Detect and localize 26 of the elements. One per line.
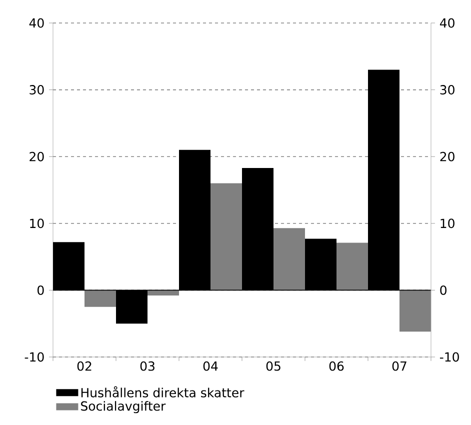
y2-tick-label: 40: [29, 18, 44, 28]
x-tick-label: 07: [392, 361, 406, 371]
bar: [273, 228, 305, 290]
y-tick-label: 10: [440, 218, 454, 228]
y2-tick-label: 0: [38, 285, 44, 295]
x-tick-label: 05: [266, 361, 280, 371]
y2-tick-label: 10: [30, 218, 44, 228]
x-tick-label: 03: [140, 361, 154, 371]
y2-tick-label: -10: [24, 352, 44, 362]
legend-label: Socialavgifter: [81, 401, 166, 414]
y-tick-label: 30: [440, 85, 454, 95]
bar: [210, 183, 242, 290]
x-tick-label: 04: [203, 361, 218, 371]
y-tick-label: -10: [440, 352, 459, 362]
x-tick-label: 06: [329, 361, 344, 371]
bar: [84, 290, 116, 307]
y-tick-label: 0: [440, 285, 446, 295]
x-tick-label: 02: [77, 361, 92, 371]
legend-label: Hushållens direkta skatter: [81, 386, 244, 398]
y2-tick-label: 20: [30, 152, 44, 162]
y-tick-label: 20: [440, 152, 454, 162]
bar: [336, 242, 368, 290]
y-tick-label: 40: [440, 18, 454, 28]
y2-tick-label: 30: [30, 85, 44, 95]
bar: [399, 290, 431, 332]
bar: [148, 290, 180, 296]
